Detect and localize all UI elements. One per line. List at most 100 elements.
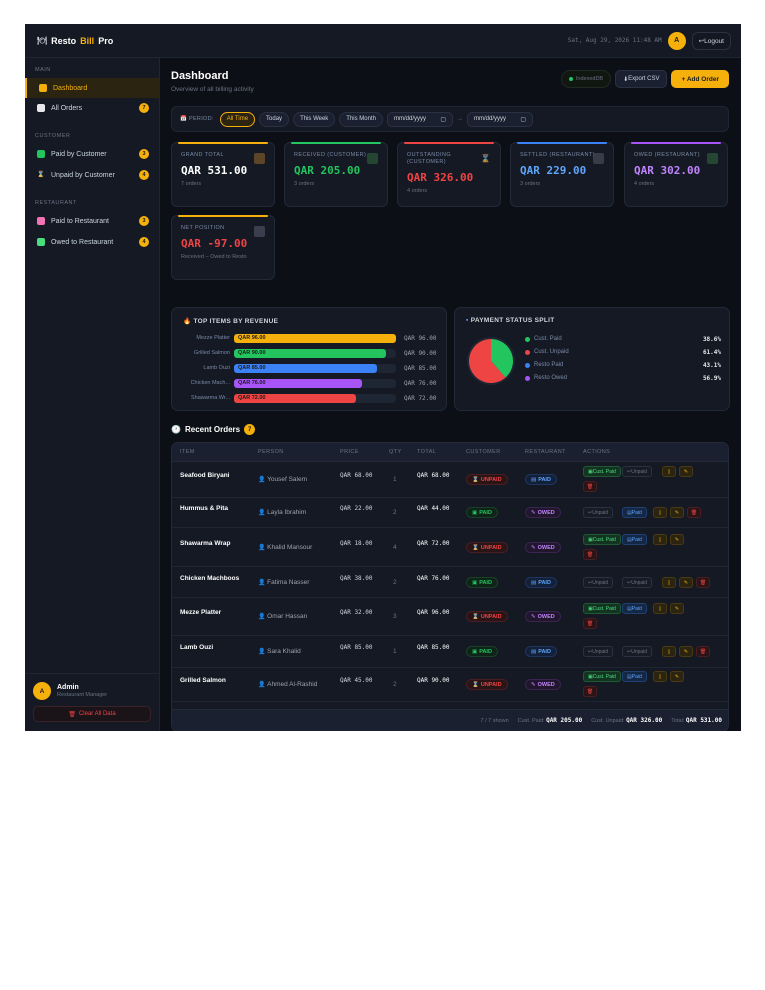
edit-icon-button[interactable]: ✎ <box>679 466 693 477</box>
stat-subtext: 7 orders <box>181 181 202 187</box>
logout-button[interactable]: ↩Logout <box>691 31 731 50</box>
mark-cust-paid-button[interactable]: ▣ Cust. Paid <box>583 466 621 477</box>
status-text: PAID <box>479 509 492 516</box>
person-icon: 👤 <box>258 545 268 551</box>
header-item[interactable]: ITEM <box>180 449 195 455</box>
person-name: Khalid Mansour <box>267 544 313 551</box>
user-profile[interactable]: A Admin Restaurant Manager <box>33 682 151 700</box>
delete-icon-button[interactable]: 🗑 <box>696 577 710 588</box>
delete-icon-button[interactable]: 🗑 <box>583 618 597 629</box>
receipt-icon <box>37 104 45 112</box>
sidebar-item-dashboard[interactable]: Dashboard <box>25 78 159 98</box>
order-total: QAR 96.00 <box>417 609 450 616</box>
delete-icon-button[interactable]: 🗑 <box>583 481 597 492</box>
check-icon <box>37 150 45 158</box>
header-qty[interactable]: QTY <box>389 449 402 455</box>
sidebar: MAIN Dashboard All Orders 7 CUSTOMER Pai… <box>25 58 160 731</box>
chip-this-month[interactable]: This Month <box>339 111 383 127</box>
edit-icon-button[interactable]: ✎ <box>670 507 684 518</box>
edit-icon-button[interactable]: ✎ <box>670 671 684 682</box>
action-label: Unpaid <box>631 648 648 655</box>
edit-icon-button[interactable]: ✎ <box>679 646 693 657</box>
sidebar-item-owed-to-restaurant[interactable]: Owed to Restaurant 4 <box>25 232 159 252</box>
delete-icon-button[interactable]: 🗑 <box>687 507 701 518</box>
mark-cust-unpaid-button[interactable]: ↩ Unpaid <box>583 507 614 518</box>
restaurant-icon: ▤ <box>627 536 632 543</box>
stat-subtext: Received − Owed to Resto <box>181 254 247 260</box>
mark-resto-paid-button[interactable]: ▤ Paid <box>622 534 647 545</box>
scale-icon <box>254 226 265 237</box>
date-from-input[interactable]: mm/dd/yyyy ▢ <box>386 111 453 127</box>
mark-cust-paid-button[interactable]: ▣ Cust. Paid <box>583 671 621 682</box>
mark-resto-paid-button[interactable]: ▤ Paid <box>622 603 647 614</box>
action-label: Unpaid <box>631 579 648 586</box>
delete-icon-button[interactable]: 🗑 <box>583 686 597 697</box>
restaurant-status-badge: ▤ PAID <box>525 474 557 485</box>
bar-category-label: Lamb Ouzi <box>203 365 230 371</box>
mark-cust-paid-button[interactable]: ▣ Cust. Paid <box>583 603 621 614</box>
user-role: Restaurant Manager <box>57 692 108 698</box>
receipt-icon-button[interactable]: ▯ <box>653 671 667 682</box>
orders-count-badge: 7 <box>244 424 256 435</box>
sidebar-item-all-orders[interactable]: All Orders 7 <box>25 98 159 118</box>
table-row: Hummus & Pita 👤 Layla Ibrahim QAR 22.00 2 QA… <box>172 498 728 528</box>
mark-resto-unpaid-button[interactable]: ↩ Unpaid <box>622 646 653 657</box>
stat-label: OWED (RESTAURANT) <box>634 152 700 158</box>
bar: QAR 96.00 <box>234 334 396 343</box>
chip-today[interactable]: Today <box>259 111 290 127</box>
receipt-icon-button[interactable]: ▯ <box>653 534 667 545</box>
money-bag-icon <box>254 153 265 164</box>
restaurant-icon: ▤ <box>627 673 632 680</box>
stat-value: QAR -97.00 <box>181 237 248 250</box>
edit-icon-button[interactable]: ✎ <box>670 534 684 545</box>
edit-icon-button[interactable]: ✎ <box>670 603 684 614</box>
clear-label: Clear All Data <box>78 711 116 717</box>
mark-resto-paid-button[interactable]: ▤ Paid <box>622 671 647 682</box>
header-total[interactable]: TOTAL <box>417 449 437 455</box>
sidebar-section-main: MAIN <box>35 67 51 73</box>
order-person: 👤 Fatima Nasser <box>258 578 328 588</box>
brand[interactable]: 🍽 Resto Bill Pro <box>37 36 113 46</box>
sidebar-item-paid-to-restaurant[interactable]: Paid to Restaurant 3 <box>25 211 159 231</box>
delete-icon-button[interactable]: 🗑 <box>696 646 710 657</box>
order-price: QAR 22.00 <box>340 505 373 512</box>
mark-cust-unpaid-button[interactable]: ↩ Unpaid <box>583 577 614 588</box>
receipt-icon-button[interactable]: ▯ <box>662 646 676 657</box>
sidebar-item-label: Paid to Restaurant <box>51 217 109 225</box>
stat-value: QAR 205.00 <box>294 164 361 177</box>
edit-icon-button[interactable]: ✎ <box>679 577 693 588</box>
avatar[interactable]: A <box>667 31 686 50</box>
bar-value-label: QAR 76.00 <box>404 380 437 387</box>
sidebar-item-unpaid-by-customer[interactable]: ⌛ Unpaid by Customer 4 <box>25 165 159 185</box>
sidebar-item-paid-by-customer[interactable]: Paid by Customer 3 <box>25 144 159 164</box>
legend-percent: 56.9% <box>702 374 721 382</box>
table-footer: 7 / 7 shown Cust. Paid: QAR 205.00 Cust.… <box>172 709 728 731</box>
export-csv-button[interactable]: ⬇ Export CSV <box>615 70 668 88</box>
customer-status-badge: ▣ PAID <box>466 507 498 518</box>
delete-icon-button[interactable]: 🗑 <box>583 549 597 560</box>
chip-this-week[interactable]: This Week <box>293 111 336 127</box>
mark-resto-unpaid-button[interactable]: ↩ Unpaid <box>622 577 653 588</box>
receipt-icon-button[interactable]: ▯ <box>653 603 667 614</box>
person-icon: 👤 <box>258 580 268 586</box>
add-order-button[interactable]: + Add Order <box>671 70 729 88</box>
mark-cust-paid-button[interactable]: ▣ Cust. Paid <box>583 534 621 545</box>
header-price[interactable]: PRICE <box>340 449 359 455</box>
date-to-input[interactable]: mm/dd/yyyy ▢ <box>466 111 533 127</box>
receipt-icon-button[interactable]: ▯ <box>653 507 667 518</box>
stat-label: RECEIVED (CUSTOMER) <box>294 152 367 158</box>
chip-all-time[interactable]: All Time <box>219 111 256 127</box>
footer-cust-unpaid: Cust. Unpaid: QAR 326.00 <box>591 717 662 724</box>
mark-resto-unpaid-button[interactable]: ↩ Unpaid <box>622 466 653 477</box>
header-person[interactable]: PERSON <box>258 449 284 455</box>
stat-value: QAR 531.00 <box>181 164 248 177</box>
status-icon: ▣ <box>472 509 478 516</box>
mark-resto-paid-button[interactable]: ▤ Paid <box>622 507 647 518</box>
mark-cust-unpaid-button[interactable]: ↩ Unpaid <box>583 646 614 657</box>
order-qty: 2 <box>393 579 397 586</box>
receipt-icon-button[interactable]: ▯ <box>662 466 676 477</box>
stat-subtext: 3 orders <box>520 181 541 187</box>
clear-all-data-button[interactable]: 🗑 Clear All Data <box>33 706 151 722</box>
status-icon: ⌛ <box>472 544 479 551</box>
receipt-icon-button[interactable]: ▯ <box>662 577 676 588</box>
